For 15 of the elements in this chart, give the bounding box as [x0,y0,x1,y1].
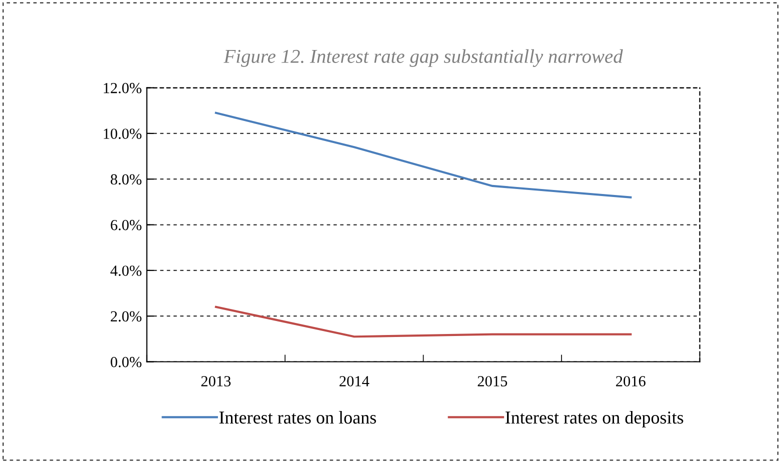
legend-label: Interest rates on deposits [506,410,684,428]
y-tick-label: 0.0% [110,356,142,368]
y-tick-label: 10.0% [104,128,142,139]
y-tick-label: 2.0% [110,311,142,322]
x-tick-label: 2015 [478,376,508,386]
line-series [214,112,632,198]
y-tick-label: 12.0% [104,82,142,94]
x-tick-label: 2014 [340,376,370,386]
y-tick-label: 8.0% [110,174,142,185]
y-tick-label: 6.0% [110,220,142,230]
x-tick-label: 2013 [201,376,231,386]
chart-title: Figure 12. Interest rate gap substantially narrowed [224,49,623,67]
legend-label: Interest rates on loans [219,410,376,424]
x-tick-label: 2016 [616,376,646,386]
y-tick-label: 4.0% [110,266,142,276]
